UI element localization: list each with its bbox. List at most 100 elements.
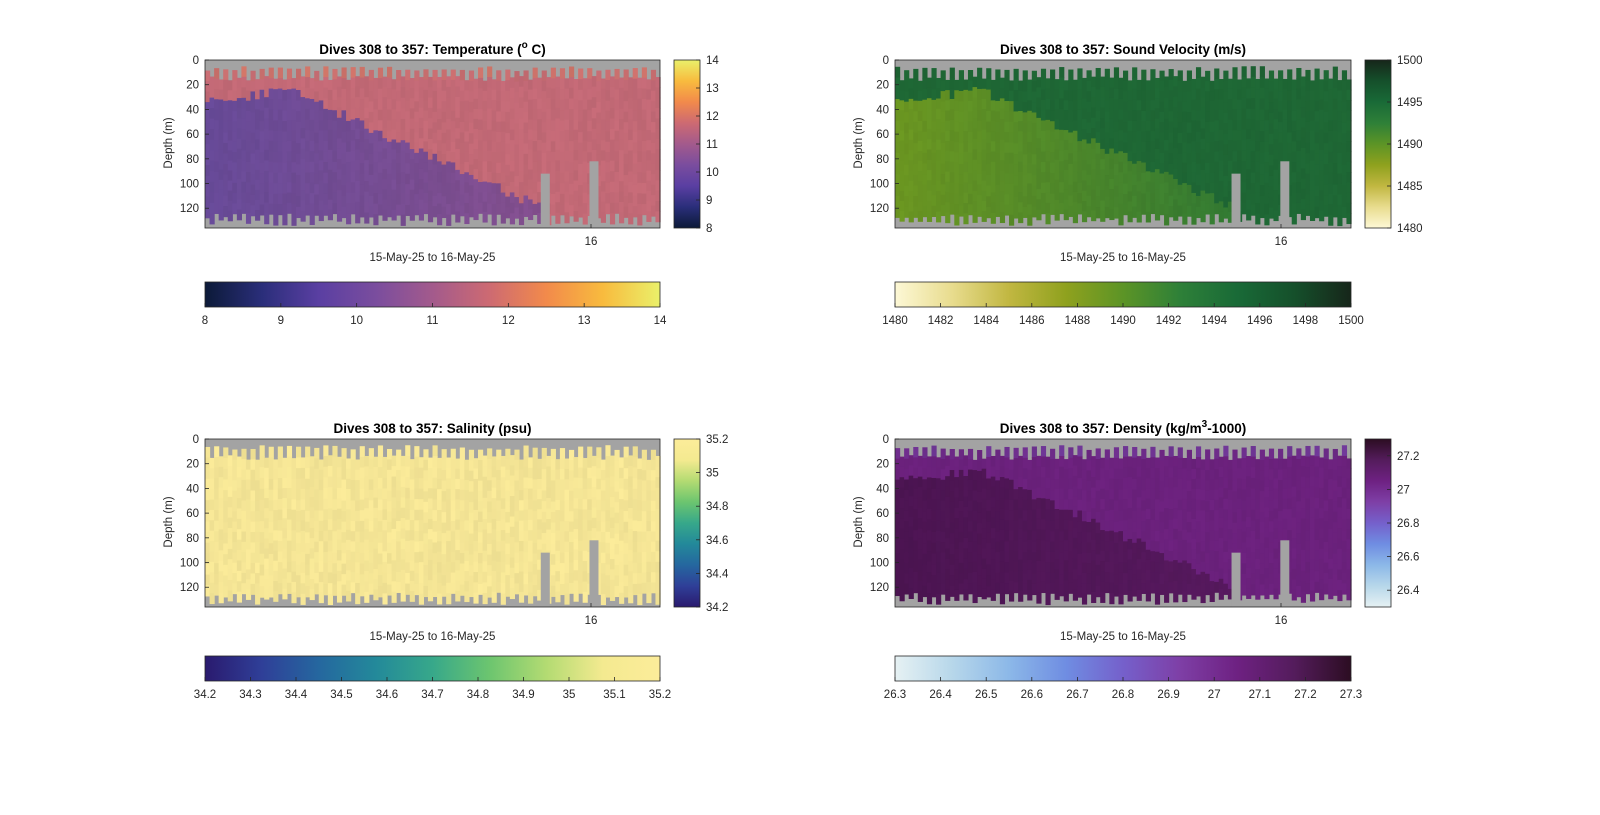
data-column bbox=[1186, 70, 1192, 217]
data-cell bbox=[940, 469, 946, 481]
data-cell bbox=[936, 160, 942, 172]
data-cell bbox=[1200, 149, 1206, 161]
colorbar-right bbox=[673, 59, 701, 229]
data-cell bbox=[1250, 130, 1256, 142]
data-cell bbox=[1186, 143, 1192, 155]
data-cell bbox=[1009, 163, 1015, 175]
data-cell bbox=[600, 99, 606, 110]
data-cell bbox=[1273, 190, 1279, 201]
data-cell bbox=[641, 480, 647, 492]
data-column bbox=[432, 445, 438, 598]
data-cell bbox=[523, 122, 529, 134]
data-cell bbox=[1300, 127, 1306, 139]
missing-data-spike bbox=[540, 552, 550, 607]
data-cell bbox=[1081, 180, 1088, 192]
data-cell bbox=[609, 569, 616, 581]
data-cell bbox=[373, 589, 379, 601]
data-cell bbox=[1022, 122, 1028, 134]
data-cell bbox=[528, 179, 534, 191]
data-cell bbox=[532, 574, 538, 586]
data-cell bbox=[268, 468, 274, 480]
colorbar-bottom-tick-label: 35 bbox=[563, 689, 576, 701]
data-cell bbox=[405, 184, 411, 196]
data-cell bbox=[1264, 130, 1270, 142]
data-cell bbox=[227, 496, 233, 508]
data-cell bbox=[464, 469, 470, 481]
data-cell bbox=[945, 181, 951, 193]
data-cell bbox=[1282, 78, 1288, 90]
data-cell bbox=[309, 182, 315, 194]
data-cell bbox=[478, 140, 484, 152]
data-cell bbox=[373, 130, 379, 142]
data-cell bbox=[286, 99, 293, 111]
data-cell bbox=[1118, 193, 1124, 205]
data-cell bbox=[214, 171, 220, 183]
colorbar-bottom bbox=[894, 281, 1352, 308]
data-cell bbox=[650, 80, 657, 92]
data-cell bbox=[967, 183, 974, 195]
data-cell bbox=[564, 562, 570, 574]
data-cell bbox=[491, 466, 497, 478]
data-cell bbox=[1100, 159, 1106, 171]
data-cell bbox=[373, 466, 379, 478]
data-cell bbox=[913, 467, 919, 479]
data-cell bbox=[377, 499, 384, 511]
data-cell bbox=[245, 539, 252, 551]
data-cell bbox=[300, 148, 306, 160]
data-cell bbox=[945, 569, 951, 581]
data-cell bbox=[1346, 151, 1352, 163]
data-cell bbox=[323, 77, 329, 89]
data-cell bbox=[1214, 99, 1220, 111]
data-cell bbox=[650, 153, 657, 165]
data-cell bbox=[550, 554, 556, 566]
data-cell bbox=[1319, 89, 1325, 101]
data-cell bbox=[559, 521, 566, 533]
data-cell bbox=[277, 162, 283, 174]
data-cell bbox=[1077, 99, 1083, 111]
data-cell bbox=[323, 172, 329, 184]
data-cell bbox=[346, 560, 352, 571]
data-cell bbox=[227, 140, 233, 152]
data-cell bbox=[895, 584, 901, 597]
data-cell bbox=[582, 203, 588, 215]
data-cell bbox=[1241, 76, 1247, 88]
data-cell bbox=[926, 170, 933, 181]
data-cell bbox=[309, 203, 315, 215]
data-column bbox=[1100, 76, 1106, 222]
data-cell bbox=[282, 578, 288, 590]
data-cell bbox=[963, 79, 969, 91]
data-cell bbox=[619, 488, 625, 500]
data-cell bbox=[904, 80, 910, 92]
data-cell bbox=[468, 164, 475, 176]
data-cell bbox=[446, 108, 452, 120]
data-cell bbox=[414, 552, 420, 564]
data-cell bbox=[578, 488, 584, 500]
data-cell bbox=[1077, 193, 1083, 205]
data-cell bbox=[473, 561, 479, 573]
data-cell bbox=[1177, 153, 1183, 165]
data-cell bbox=[1200, 159, 1206, 171]
data-cell bbox=[1205, 173, 1211, 184]
data-cell bbox=[637, 521, 643, 533]
data-cell bbox=[1059, 77, 1065, 89]
data-cell bbox=[314, 447, 320, 459]
data-cell bbox=[1323, 205, 1329, 217]
data-cell bbox=[300, 159, 306, 170]
data-cell bbox=[1109, 97, 1115, 109]
data-cell bbox=[972, 531, 978, 542]
data-cell bbox=[300, 541, 306, 553]
data-cell bbox=[1218, 170, 1224, 182]
data-cell bbox=[209, 76, 215, 88]
data-cell bbox=[632, 110, 638, 122]
data-cell bbox=[518, 510, 525, 522]
data-column bbox=[286, 445, 293, 594]
data-cell bbox=[273, 499, 279, 511]
data-cell bbox=[1291, 182, 1297, 194]
data-cell bbox=[1072, 171, 1078, 183]
data-cell bbox=[1086, 206, 1092, 218]
data-cell bbox=[1319, 119, 1325, 131]
data-cell bbox=[958, 459, 964, 471]
data-cell bbox=[314, 479, 320, 491]
colorbar-bottom-tick-label: 14 bbox=[654, 315, 667, 327]
data-cell bbox=[908, 98, 914, 110]
